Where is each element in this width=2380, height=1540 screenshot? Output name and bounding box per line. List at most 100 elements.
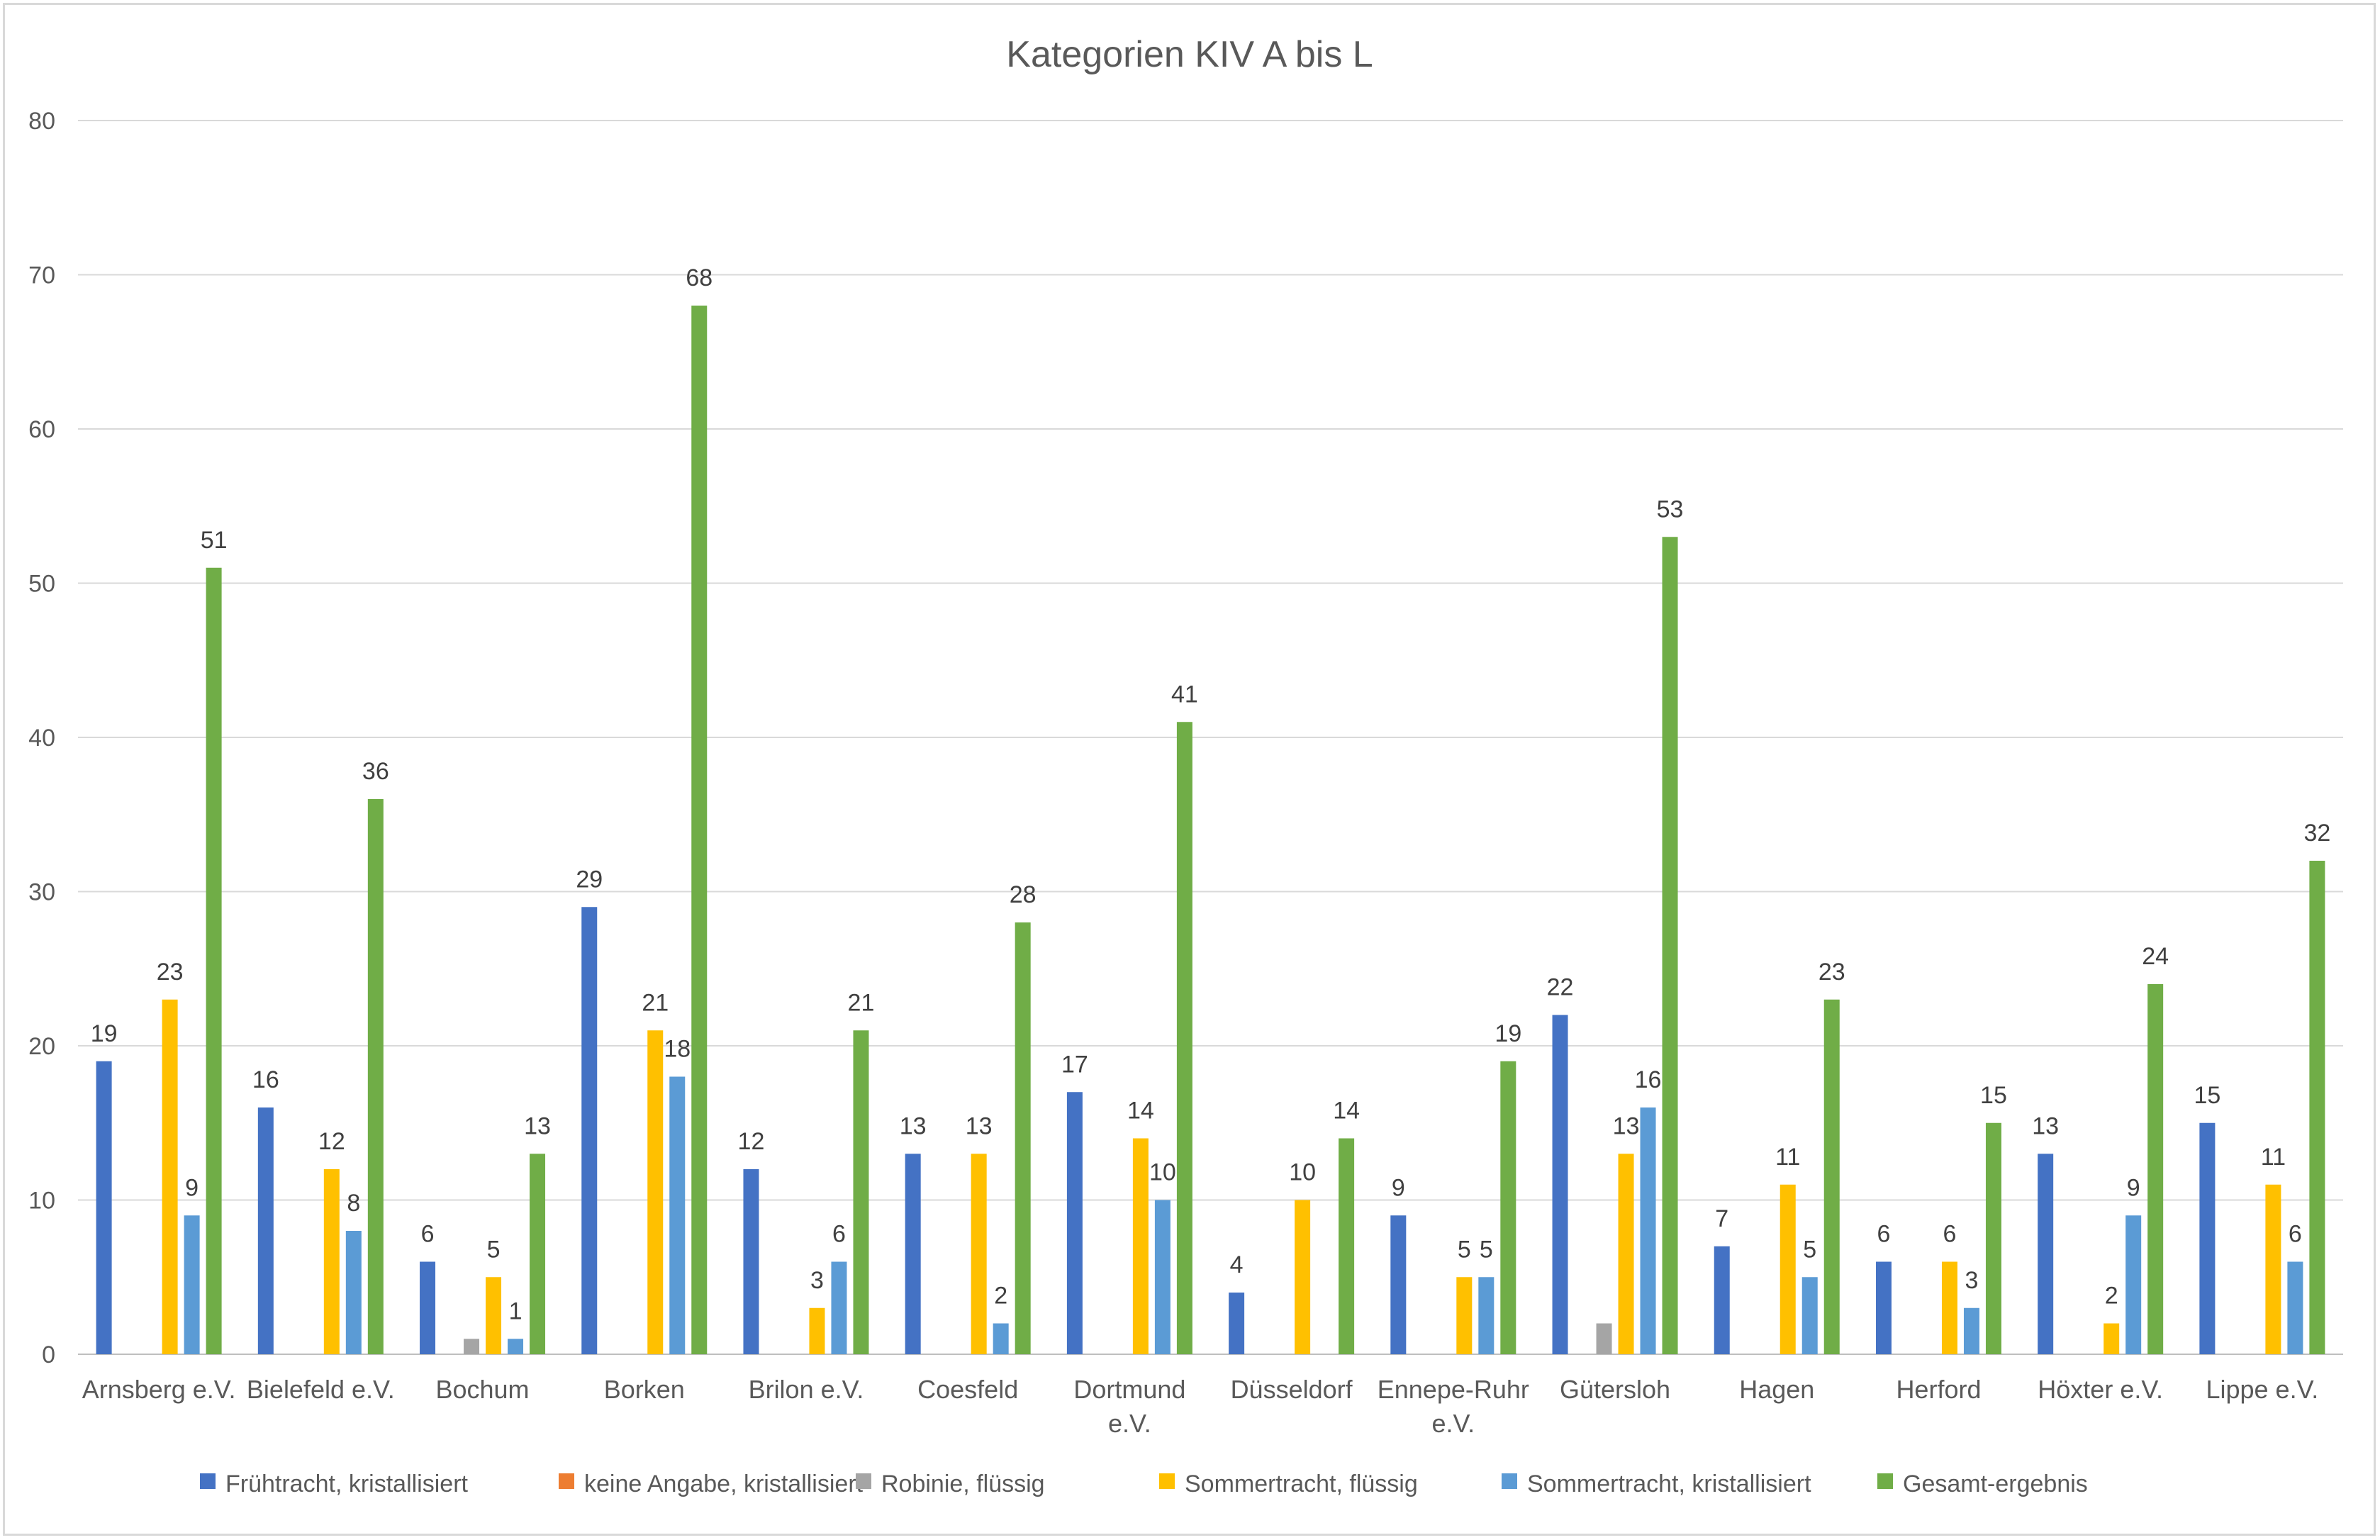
y-tick-label: 70 — [28, 262, 55, 289]
data-label: 53 — [1657, 496, 1684, 523]
data-label: 3 — [1965, 1267, 1979, 1294]
bar — [1066, 1092, 1083, 1354]
data-label: 21 — [642, 989, 669, 1016]
bar — [993, 1323, 1009, 1354]
bar — [530, 1154, 546, 1354]
bar — [853, 1030, 869, 1354]
legend: Frühtracht, kristallisiert keine Angabe, … — [200, 1471, 2088, 1497]
x-category-label: Bielefeld e.V. — [247, 1375, 395, 1404]
bar — [1478, 1277, 1495, 1354]
y-tick-label: 10 — [28, 1188, 55, 1215]
legend-swatch — [1877, 1473, 1893, 1489]
bar — [2104, 1323, 2120, 1354]
bar — [2125, 1215, 2142, 1354]
gridlines — [78, 120, 2343, 1355]
bar — [1618, 1154, 1634, 1354]
bar — [1662, 537, 1678, 1354]
bar — [2287, 1261, 2303, 1354]
bar — [1941, 1261, 1957, 1354]
legend-swatch — [559, 1473, 574, 1489]
data-label: 6 — [1877, 1221, 1891, 1248]
data-label: 32 — [2303, 820, 2330, 847]
legend-swatch — [1502, 1473, 1517, 1489]
legend-entry: Gesamt-ergebnis — [1903, 1471, 2088, 1497]
data-label: 29 — [576, 866, 603, 893]
x-category-label: Dortmund — [1073, 1375, 1185, 1404]
x-category-label: Düsseldorf — [1231, 1375, 1353, 1404]
data-label: 15 — [2194, 1082, 2220, 1109]
bar — [691, 306, 708, 1354]
bar — [1176, 722, 1192, 1354]
data-label: 5 — [1803, 1236, 1816, 1263]
data-label: 13 — [966, 1112, 993, 1139]
data-label: 6 — [1943, 1221, 1957, 1248]
bar — [1154, 1200, 1171, 1354]
legend-swatch — [856, 1473, 871, 1489]
data-label: 11 — [1775, 1144, 1800, 1171]
data-label: 7 — [1715, 1205, 1728, 1232]
x-axis-categories: Arnsberg e.V. Bielefeld e.V. Bochum Borken B… — [82, 1375, 2319, 1438]
data-label: 51 — [201, 527, 228, 554]
data-label: 13 — [2032, 1112, 2059, 1139]
data-label: 68 — [686, 264, 713, 291]
data-label: 36 — [362, 758, 389, 785]
bar — [1132, 1138, 1149, 1354]
data-label: 17 — [1061, 1051, 1088, 1078]
data-label: 11 — [2261, 1144, 2286, 1171]
bar — [2309, 861, 2325, 1354]
bar — [420, 1261, 436, 1354]
data-label: 28 — [1010, 881, 1037, 908]
data-label: 13 — [1613, 1112, 1640, 1139]
bar — [464, 1339, 480, 1354]
data-label: 12 — [738, 1128, 765, 1155]
data-label: 10 — [1289, 1159, 1316, 1186]
bar — [581, 907, 598, 1354]
data-label: 15 — [1980, 1082, 2007, 1109]
data-label: 10 — [1149, 1159, 1176, 1186]
bar — [1714, 1246, 1730, 1354]
x-category-label: Brilon e.V. — [749, 1375, 864, 1404]
bar — [2038, 1154, 2054, 1354]
y-tick-label: 30 — [28, 879, 55, 906]
data-label: 8 — [347, 1190, 360, 1217]
data-label: 22 — [1547, 974, 1574, 1001]
bar — [1552, 1015, 1568, 1354]
bar — [486, 1277, 502, 1354]
data-label: 18 — [664, 1036, 691, 1063]
y-tick-label: 60 — [28, 416, 55, 443]
x-category-label: Bochum — [435, 1375, 529, 1404]
bar — [1229, 1293, 1245, 1354]
data-label: 3 — [810, 1267, 824, 1294]
legend-swatch — [1159, 1473, 1175, 1489]
chart-title: Kategorien KIV A bis L — [1006, 34, 1373, 75]
chart-frame — [3, 3, 2376, 1536]
data-label: 16 — [252, 1066, 279, 1093]
data-label: 23 — [157, 959, 184, 986]
bar — [2265, 1184, 2281, 1354]
legend-entry: Robinie, flüssig — [881, 1471, 1045, 1497]
bar — [1456, 1277, 1473, 1354]
bar — [1875, 1261, 1892, 1354]
y-tick-label: 20 — [28, 1033, 55, 1060]
bar — [1985, 1122, 2001, 1354]
legend-entry: keine Angabe, kristallisiert — [584, 1471, 864, 1497]
data-label: 9 — [2127, 1174, 2140, 1201]
bar — [367, 799, 384, 1354]
x-category-label: Herford — [1896, 1375, 1981, 1404]
bar — [96, 1061, 112, 1354]
bar — [1780, 1184, 1796, 1354]
x-category-label: Hagen — [1739, 1375, 1814, 1404]
legend-entry: Sommertracht, flüssig — [1185, 1471, 1418, 1497]
y-tick-label: 0 — [42, 1341, 55, 1368]
data-label: 5 — [1480, 1236, 1493, 1263]
x-category-label: Gütersloh — [1560, 1375, 1670, 1404]
data-label: 14 — [1127, 1098, 1154, 1125]
data-label: 16 — [1635, 1066, 1662, 1093]
y-tick-label: 80 — [28, 108, 55, 135]
data-label: 19 — [91, 1020, 118, 1047]
data-label: 13 — [524, 1112, 551, 1139]
data-label: 6 — [832, 1221, 846, 1248]
bar — [257, 1107, 274, 1354]
